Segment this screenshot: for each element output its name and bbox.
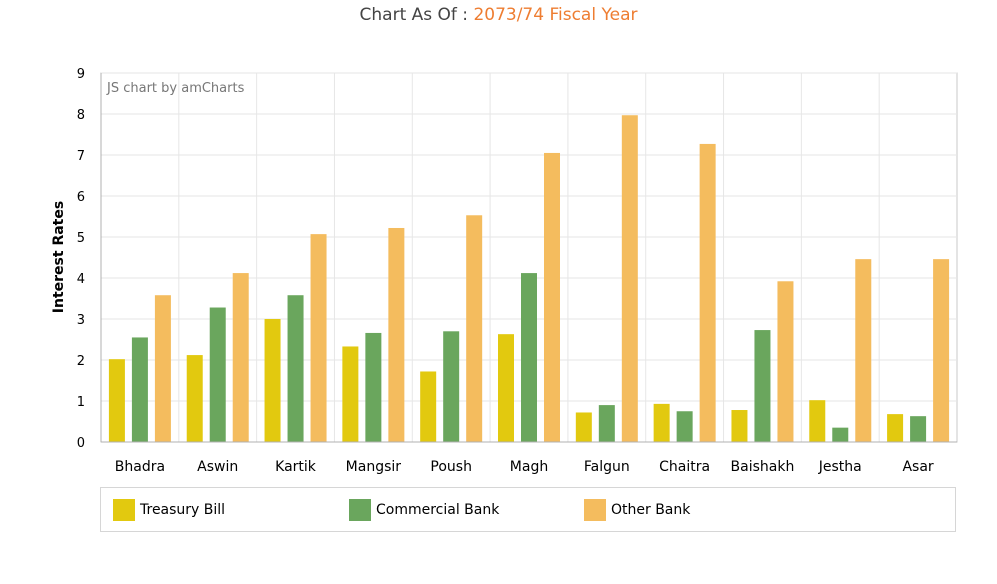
x-tick-label: Kartik — [275, 459, 317, 475]
y-tick-label: 1 — [77, 395, 85, 410]
legend-label: Treasury Bill — [140, 502, 226, 518]
bar-commercial-bank[interactable] — [598, 405, 615, 442]
x-tick-label: Chaitra — [659, 459, 710, 475]
y-tick-label: 5 — [77, 231, 85, 246]
legend-item[interactable]: Commercial Bank — [349, 499, 499, 521]
bar-treasury-bill[interactable] — [108, 359, 125, 442]
bar-treasury-bill[interactable] — [342, 346, 359, 442]
bar-commercial-bank[interactable] — [832, 427, 849, 442]
bar-treasury-bill[interactable] — [887, 414, 904, 442]
legend-swatch — [349, 499, 371, 521]
chart-title: Chart As Of : 2073/74 Fiscal Year — [0, 5, 997, 25]
y-tick-label: 8 — [77, 108, 85, 123]
chart-legend: Treasury Bill Commercial Bank Other Bank — [100, 487, 956, 532]
y-axis-label: Interest Rates — [51, 201, 67, 313]
bar-treasury-bill[interactable] — [653, 403, 670, 442]
bar-other-bank[interactable] — [621, 115, 638, 442]
chart-credit[interactable]: JS chart by amCharts — [106, 81, 245, 96]
bar-treasury-bill[interactable] — [264, 319, 281, 442]
x-tick-label: Bhadra — [115, 459, 165, 475]
x-tick-label: Magh — [510, 459, 548, 475]
y-tick-label: 0 — [77, 436, 85, 451]
legend-label: Commercial Bank — [376, 502, 500, 518]
y-tick-label: 4 — [77, 272, 85, 287]
bar-commercial-bank[interactable] — [676, 411, 693, 442]
bar-commercial-bank[interactable] — [521, 273, 537, 442]
legend-label: Other Bank — [611, 502, 691, 518]
chart-title-prefix: Chart As Of : — [359, 5, 474, 25]
bar-treasury-bill[interactable] — [575, 412, 592, 442]
legend-item[interactable]: Treasury Bill — [113, 499, 225, 521]
bar-treasury-bill[interactable] — [420, 371, 437, 442]
bar-commercial-bank[interactable] — [910, 416, 927, 442]
x-tick-label: Baishakh — [731, 459, 795, 475]
bar-other-bank[interactable] — [232, 273, 249, 442]
bar-commercial-bank[interactable] — [443, 331, 460, 442]
bar-other-bank[interactable] — [544, 152, 560, 442]
y-tick-label: 6 — [77, 190, 85, 205]
legend-swatch — [113, 499, 135, 521]
x-tick-label: Falgun — [584, 459, 630, 475]
x-tick-label: Poush — [430, 459, 472, 475]
y-tick-label: 7 — [77, 149, 85, 164]
bar-other-bank[interactable] — [777, 281, 794, 442]
x-tick-label: Aswin — [197, 459, 238, 475]
legend-item[interactable]: Other Bank — [584, 499, 690, 521]
chart-title-highlight: 2073/74 Fiscal Year — [473, 5, 638, 25]
y-tick-label: 9 — [77, 67, 85, 82]
bar-other-bank[interactable] — [855, 259, 872, 442]
bar-treasury-bill[interactable] — [186, 355, 203, 442]
bar-commercial-bank[interactable] — [209, 307, 226, 442]
bar-other-bank[interactable] — [310, 234, 327, 442]
bar-commercial-bank[interactable] — [365, 332, 382, 442]
x-tick-label: Jestha — [818, 459, 862, 475]
bar-other-bank[interactable] — [699, 143, 716, 442]
bar-treasury-bill[interactable] — [498, 334, 514, 442]
legend-swatch — [584, 499, 606, 521]
bar-other-bank[interactable] — [933, 259, 950, 442]
x-tick-label: Mangsir — [346, 459, 402, 475]
bar-commercial-bank[interactable] — [754, 330, 771, 442]
bar-treasury-bill[interactable] — [809, 400, 826, 442]
bar-other-bank[interactable] — [466, 215, 483, 442]
bar-other-bank[interactable] — [154, 295, 171, 442]
x-tick-label: Asar — [902, 459, 933, 475]
y-tick-label: 2 — [77, 354, 85, 369]
bar-commercial-bank[interactable] — [287, 295, 304, 442]
y-tick-label: 3 — [77, 313, 85, 328]
bar-other-bank[interactable] — [388, 227, 405, 442]
bar-treasury-bill[interactable] — [731, 410, 748, 442]
bar-commercial-bank[interactable] — [131, 337, 148, 442]
